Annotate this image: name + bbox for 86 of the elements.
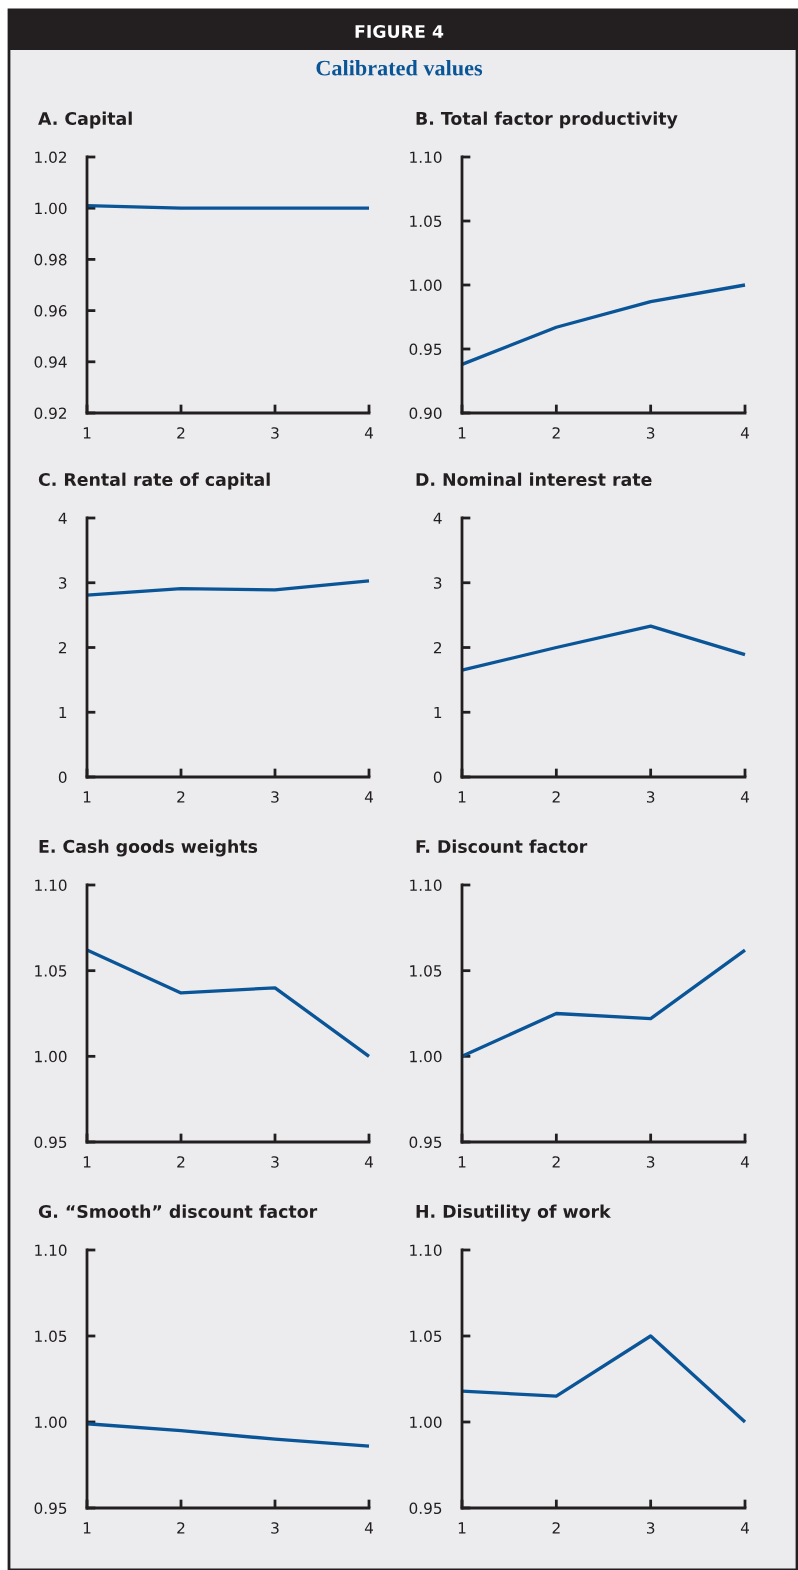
x-tick-label: 4 xyxy=(740,1522,749,1534)
y-tick-label: 3 xyxy=(434,577,442,589)
x-tick-label: 4 xyxy=(364,791,373,803)
x-tick-label: 4 xyxy=(740,1156,749,1168)
y-tick-label: 1.00 xyxy=(410,279,442,292)
chart-title: E. Cash goods weights xyxy=(39,839,258,857)
x-tick-label: 4 xyxy=(364,427,373,439)
x-tick-label: 2 xyxy=(552,1156,560,1168)
y-tick-label: 1.00 xyxy=(35,1050,67,1063)
x-tick-label: 3 xyxy=(271,1156,279,1168)
y-tick-label: 3 xyxy=(59,577,67,589)
y-tick-label: 0.98 xyxy=(34,253,67,266)
x-tick-label: 2 xyxy=(177,1522,185,1534)
y-tick-label: 0 xyxy=(58,771,67,784)
y-tick-label: 0.94 xyxy=(34,356,67,368)
x-tick-label: 1 xyxy=(458,1522,466,1534)
x-tick-label: 3 xyxy=(271,1522,279,1534)
y-tick-label: 1.10 xyxy=(410,879,442,892)
y-tick-label: 1.00 xyxy=(410,1050,442,1063)
line-series xyxy=(460,624,747,672)
text: Calibrated values xyxy=(316,59,483,76)
line-series xyxy=(460,283,747,367)
y-tick-label: 1.10 xyxy=(35,879,67,892)
y-tick-label: 1 xyxy=(434,706,442,719)
x-tick-label: 2 xyxy=(177,791,185,803)
y-tick-label: 2 xyxy=(58,641,67,654)
x-tick-label: 1 xyxy=(83,1156,91,1168)
y-tick-label: 1.00 xyxy=(35,202,67,215)
x-tick-label: 3 xyxy=(646,1522,655,1534)
line-series xyxy=(85,1422,371,1448)
y-tick-label: 1.05 xyxy=(410,1330,442,1343)
y-tick-label: 0.96 xyxy=(34,305,67,317)
x-tick-label: 1 xyxy=(458,791,466,803)
line-series xyxy=(85,948,371,1058)
x-tick-label: 1 xyxy=(83,1522,91,1534)
chart-title: A. Capital xyxy=(38,111,132,129)
x-tick-label: 3 xyxy=(271,427,279,439)
y-tick-label: 0.95 xyxy=(409,343,442,356)
line-series xyxy=(460,948,747,1058)
chart-title: F. Discount factor xyxy=(416,839,588,854)
x-tick-label: 3 xyxy=(646,1156,655,1168)
y-tick-label: 1.10 xyxy=(410,151,442,164)
chart-title: H. Disutility of work xyxy=(416,1204,611,1222)
y-tick-label: 1.00 xyxy=(35,1416,67,1429)
text: FIGURE 4 xyxy=(355,24,444,39)
x-tick-label: 4 xyxy=(364,1522,373,1534)
y-tick-label: 1.05 xyxy=(35,1330,67,1343)
y-tick-label: 0.95 xyxy=(34,1136,67,1149)
x-tick-label: 3 xyxy=(646,791,655,803)
chart-title: C. Rental rate of capital xyxy=(38,472,270,490)
y-tick-label: 0.95 xyxy=(34,1502,67,1515)
y-tick-label: 0.90 xyxy=(409,407,442,420)
y-tick-label: 1.05 xyxy=(410,215,442,228)
y-tick-label: 1.10 xyxy=(35,1244,67,1257)
x-tick-label: 2 xyxy=(177,1156,185,1168)
line-series xyxy=(85,579,371,597)
y-tick-label: 1.00 xyxy=(410,1416,442,1429)
y-tick-label: 2 xyxy=(433,641,442,654)
x-tick-label: 4 xyxy=(740,427,749,439)
x-tick-label: 2 xyxy=(552,1522,560,1534)
x-tick-label: 3 xyxy=(646,427,655,439)
y-tick-label: 1.10 xyxy=(410,1244,442,1257)
y-tick-label: 0.95 xyxy=(409,1136,442,1149)
line-series xyxy=(460,1334,747,1424)
x-tick-label: 1 xyxy=(83,427,91,439)
x-tick-label: 3 xyxy=(271,791,279,803)
y-tick-label: 4 xyxy=(58,512,67,524)
x-tick-label: 2 xyxy=(177,427,185,439)
x-tick-label: 4 xyxy=(740,791,749,803)
x-tick-label: 2 xyxy=(552,791,560,803)
x-tick-label: 1 xyxy=(458,427,466,439)
y-tick-label: 0.95 xyxy=(409,1502,442,1515)
x-tick-label: 1 xyxy=(83,791,91,803)
y-tick-label: 1.05 xyxy=(35,965,67,977)
y-tick-label: 1 xyxy=(59,706,67,719)
x-tick-label: 1 xyxy=(458,1156,466,1168)
chart-title: D. Nominal interest rate xyxy=(416,472,652,487)
y-tick-label: 0.92 xyxy=(34,407,67,420)
x-tick-label: 4 xyxy=(364,1156,373,1168)
chart-title: B. Total factor productivity xyxy=(416,111,678,129)
chart-title: G. “Smooth” discount factor xyxy=(38,1204,318,1219)
y-tick-label: 1.02 xyxy=(35,151,67,164)
y-tick-label: 1.05 xyxy=(410,965,442,977)
y-tick-label: 0 xyxy=(433,771,442,784)
y-tick-label: 4 xyxy=(433,512,442,524)
x-tick-label: 2 xyxy=(552,427,560,439)
